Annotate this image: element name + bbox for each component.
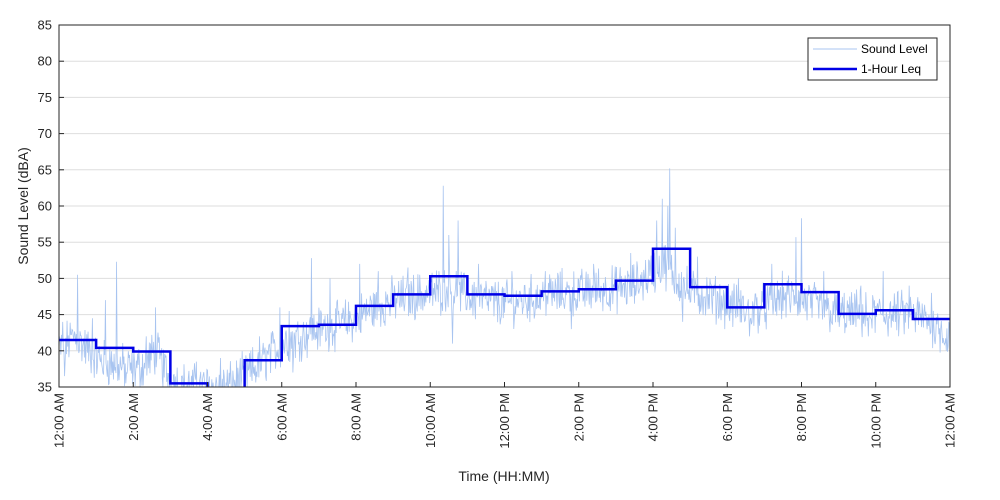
x-tick-label: 12:00 PM [497, 393, 512, 449]
x-tick-label: 12:00 AM [52, 393, 67, 448]
x-tick-label: 2:00 AM [126, 393, 141, 441]
y-tick-label: 40 [38, 343, 52, 358]
y-tick-label: 65 [38, 162, 52, 177]
x-tick-label: 6:00 AM [274, 393, 289, 441]
y-tick-label: 35 [38, 380, 52, 395]
x-tick-label: 12:00 AM [943, 393, 958, 448]
y-tick-label: 45 [38, 307, 52, 322]
x-tick-label: 8:00 AM [349, 393, 364, 441]
leq-step-line [59, 247, 950, 387]
sound-level-line [59, 168, 950, 387]
legend: Sound Level 1-Hour Leq [807, 37, 938, 81]
horizontal-gridlines [59, 60, 950, 352]
x-axis-ticks: 12:00 AM 2:00 AM 4:00 AM 6:00 AM 8:00 AM 10:0… [52, 382, 958, 449]
y-tick-label: 60 [38, 199, 52, 214]
sound-level-series [59, 168, 950, 387]
y-tick-label: 55 [38, 235, 52, 250]
y-tick-label: 80 [38, 54, 52, 69]
y-tick-label: 50 [38, 271, 52, 286]
x-tick-label: 4:00 PM [646, 393, 661, 441]
legend-box [807, 37, 938, 81]
leq-series [59, 247, 950, 387]
x-tick-label: 2:00 PM [571, 393, 586, 441]
x-tick-label: 8:00 PM [794, 393, 809, 441]
y-tick-label: 75 [38, 90, 52, 105]
y-tick-label: 85 [38, 18, 52, 33]
x-axis-title: Time (HH:MM) [458, 468, 549, 484]
x-tick-label: 4:00 AM [200, 393, 215, 441]
x-tick-label: 10:00 AM [423, 393, 438, 448]
legend-label-sound-level: Sound Level [861, 42, 928, 56]
y-tick-label: 70 [38, 126, 52, 141]
y-axis-ticks: 35 40 45 50 55 60 65 70 75 80 85 [38, 18, 64, 395]
legend-label-leq: 1-Hour Leq [861, 62, 921, 76]
y-axis-title: Sound Level (dBA) [15, 147, 31, 265]
x-tick-label: 6:00 PM [720, 393, 735, 441]
x-tick-label: 10:00 PM [868, 393, 883, 449]
